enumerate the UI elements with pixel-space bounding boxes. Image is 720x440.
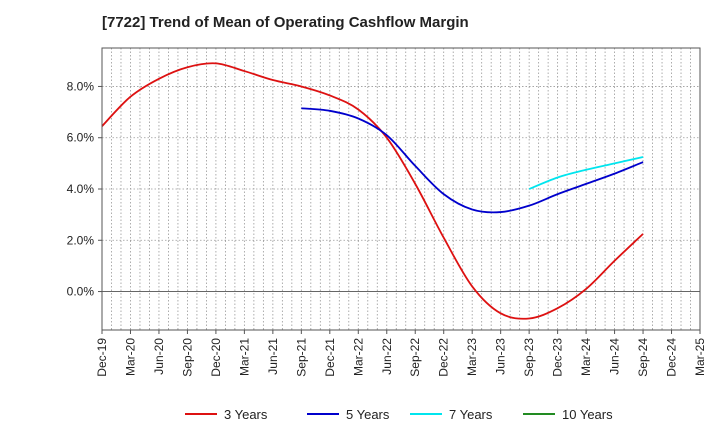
y-tick-label: 0.0% [67,285,95,299]
series-line-2 [528,156,644,190]
x-tick-label: Mar-21 [237,338,251,376]
series-line-1 [301,107,644,214]
x-tick-label: Sep-24 [636,338,650,377]
y-tick-label: 8.0% [67,79,95,93]
x-tick-label: Sep-22 [408,338,422,377]
x-tick-label: Sep-21 [294,338,308,377]
x-tick-label: Jun-23 [494,338,508,375]
series-line-0 [101,62,644,320]
x-tick-label: Sep-20 [180,338,194,377]
vertical-gridlines [111,48,691,330]
legend: 3 Years 5 Years 7 Years 10 Years [185,407,613,422]
x-tick-label: Dec-21 [323,338,337,377]
x-tick-label: Mar-23 [465,338,479,376]
x-tick-label: Dec-23 [551,338,565,377]
chart-title: [7722] Trend of Mean of Operating Cashfl… [102,14,469,31]
x-tick-label: Dec-20 [209,338,223,377]
y-axis-ticks: 0.0% 2.0% 4.0% 6.0% 8.0% [67,79,102,299]
legend-label-1: 5 Years [346,407,390,422]
x-tick-label: Mar-24 [579,338,593,376]
x-tick-label: Jun-21 [266,338,280,375]
x-tick-label: Dec-19 [95,338,109,377]
legend-label-3: 10 Years [562,407,613,422]
series-lines [101,62,644,320]
horizontal-gridlines [102,86,700,241]
y-tick-label: 6.0% [67,131,95,145]
y-tick-label: 2.0% [67,233,95,247]
x-axis-ticks: Dec-19 Mar-20 Jun-20 Sep-20 Dec-20 Mar-21 Jun-… [95,330,707,377]
y-tick-label: 4.0% [67,182,95,196]
x-tick-label: Mar-20 [123,338,137,376]
x-tick-label: Jun-20 [152,338,166,375]
x-tick-label: Jun-24 [608,338,622,375]
x-tick-label: Mar-22 [351,338,365,376]
x-tick-label: Jun-22 [380,338,394,375]
x-tick-label: Mar-25 [693,338,707,376]
legend-label-0: 3 Years [224,407,268,422]
x-tick-label: Dec-24 [665,338,679,377]
x-tick-label: Dec-22 [437,338,451,377]
x-tick-label: Sep-23 [522,338,536,377]
legend-label-2: 7 Years [449,407,493,422]
